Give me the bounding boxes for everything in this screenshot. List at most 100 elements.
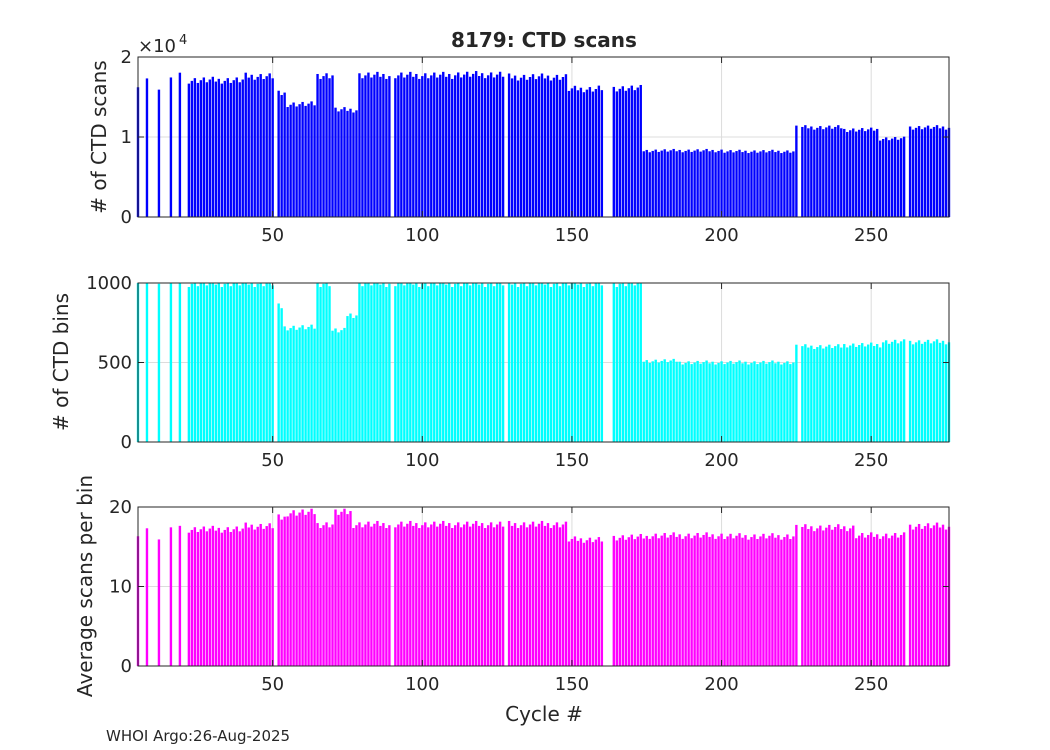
bar-avg-cycle-19 <box>178 525 182 666</box>
bar-bins-cycle-44 <box>253 286 256 442</box>
bar-bins-cycle-23 <box>190 283 194 442</box>
bar-bins-cycle-218 <box>774 363 777 442</box>
bar-bins-cycle-207 <box>741 363 744 442</box>
bar-scans-cycle-36 <box>229 82 232 217</box>
bar-scans-cycle-267 <box>920 129 924 217</box>
bar-scans-cycle-168 <box>624 90 627 217</box>
bar-scans-cycle-251 <box>872 130 876 217</box>
bar-scans-cycle-29 <box>208 79 212 218</box>
bar-avg-cycle-182 <box>666 537 669 666</box>
bar-scans-cycle-122 <box>486 75 490 217</box>
bar-bins-cycle-85 <box>376 283 379 442</box>
bar-avg-cycle-206 <box>738 533 741 666</box>
bar-avg-cycle-172 <box>636 536 639 666</box>
bar-bins-cycle-165 <box>615 286 619 442</box>
bar-bins-cycle-124 <box>492 286 496 442</box>
bar-avg-cycle-50 <box>271 528 274 666</box>
bar-scans-cycle-52 <box>277 90 280 217</box>
bar-avg-cycle-185 <box>675 536 678 666</box>
bar-avg-cycle-192 <box>696 533 699 666</box>
bar-scans-cycle-169 <box>627 88 630 217</box>
bar-avg-cycle-68 <box>325 522 328 666</box>
bar-bins-cycle-167 <box>621 283 624 442</box>
bar-scans-cycle-22 <box>187 83 191 218</box>
bar-scans-cycle-231 <box>813 129 816 217</box>
bar-avg-cycle-31 <box>214 530 217 666</box>
bar-avg-cycle-139 <box>537 523 541 666</box>
bar-scans-cycle-214 <box>762 150 765 217</box>
bar-avg-cycle-114 <box>463 524 466 666</box>
bar-avg-cycle-64 <box>313 514 316 666</box>
bar-avg-cycle-201 <box>723 539 726 666</box>
bar-bins-cycle-229 <box>807 347 810 442</box>
bar-avg-cycle-82 <box>367 521 370 666</box>
bar-avg-cycle-274 <box>941 524 945 666</box>
bar-avg-cycle-170 <box>630 534 633 666</box>
bar-bins-cycle-221 <box>783 362 786 442</box>
bar-bins-cycle-274 <box>941 340 945 442</box>
bar-scans-cycle-215 <box>765 152 768 217</box>
bar-bins-cycle-118 <box>474 283 478 442</box>
bar-avg-cycle-135 <box>525 527 529 666</box>
bar-scans-cycle-184 <box>672 148 675 217</box>
bar-avg-cycle-188 <box>684 536 687 666</box>
bar-bins-cycle-62 <box>307 326 310 442</box>
bar-bins-cycle-155 <box>585 283 589 442</box>
bar-bins-cycle-166 <box>618 283 621 442</box>
bar-scans-cycle-50 <box>271 78 274 217</box>
bar-avg-cycle-186 <box>678 534 681 666</box>
bar-avg-cycle-193 <box>699 537 702 666</box>
bar-avg-cycle-124 <box>492 527 496 666</box>
bar-avg-cycle-245 <box>855 538 858 666</box>
bar-bins-cycle-215 <box>765 363 768 442</box>
bar-scans-cycle-78 <box>355 110 358 217</box>
bar-avg-cycle-229 <box>807 529 810 666</box>
ytick-label-scans-2: 2 <box>121 47 132 68</box>
bar-scans-cycle-207 <box>741 152 744 217</box>
bar-scans-cycle-238 <box>834 126 837 217</box>
bar-avg-cycle-121 <box>483 528 487 666</box>
bar-scans-cycle-174 <box>642 151 645 217</box>
bar-bins-cycle-194 <box>702 362 705 442</box>
bar-avg-cycle-120 <box>480 523 484 666</box>
bar-avg-cycle-178 <box>654 533 657 666</box>
ytick-label-scans-0: 0 <box>121 207 132 228</box>
bar-avg-cycle-272 <box>935 522 939 666</box>
bar-scans-cycle-129 <box>507 73 511 217</box>
bar-avg-cycle-174 <box>642 538 645 666</box>
bar-bins-cycle-41 <box>244 283 247 442</box>
bar-avg-cycle-249 <box>867 534 870 666</box>
bar-avg-cycle-217 <box>771 533 774 666</box>
bar-bins-cycle-68 <box>325 283 328 442</box>
bar-bins-cycle-210 <box>750 362 753 442</box>
bar-scans-cycle-247 <box>861 128 864 217</box>
bar-scans-cycle-257 <box>890 138 894 217</box>
bar-avg-cycle-33 <box>220 532 223 666</box>
bar-scans-cycle-60 <box>301 101 304 217</box>
bar-avg-cycle-132 <box>516 528 520 666</box>
bar-scans-cycle-43 <box>250 74 253 217</box>
bar-scans-cycle-210 <box>750 151 753 217</box>
bar-bins-cycle-39 <box>238 285 241 442</box>
bar-bins-cycle-216 <box>768 362 771 442</box>
bar-avg-cycle-152 <box>576 540 580 666</box>
bar-avg-cycle-167 <box>621 535 624 666</box>
bar-avg-cycle-214 <box>762 533 765 666</box>
bar-avg-cycle-113 <box>460 527 463 666</box>
bar-scans-cycle-182 <box>666 151 669 217</box>
bar-scans-cycle-154 <box>582 92 586 217</box>
bar-scans-cycle-236 <box>828 125 831 217</box>
bar-avg-cycle-108 <box>445 525 448 666</box>
bar-avg-cycle-98 <box>415 523 418 666</box>
bar-bins-cycle-170 <box>630 283 633 442</box>
bar-avg-cycle-194 <box>702 534 705 666</box>
bar-bins-cycle-48 <box>265 283 268 442</box>
bar-bins-cycle-117 <box>471 283 475 442</box>
bar-bins-cycle-265 <box>914 342 918 442</box>
bar-scans-cycle-88 <box>385 78 388 217</box>
bar-avg-cycle-265 <box>914 526 918 666</box>
bar-scans-cycle-49 <box>268 73 271 217</box>
bar-bins-cycle-28 <box>205 285 209 442</box>
bar-scans-cycle-28 <box>205 82 209 217</box>
bar-bins-cycle-89 <box>388 283 391 442</box>
